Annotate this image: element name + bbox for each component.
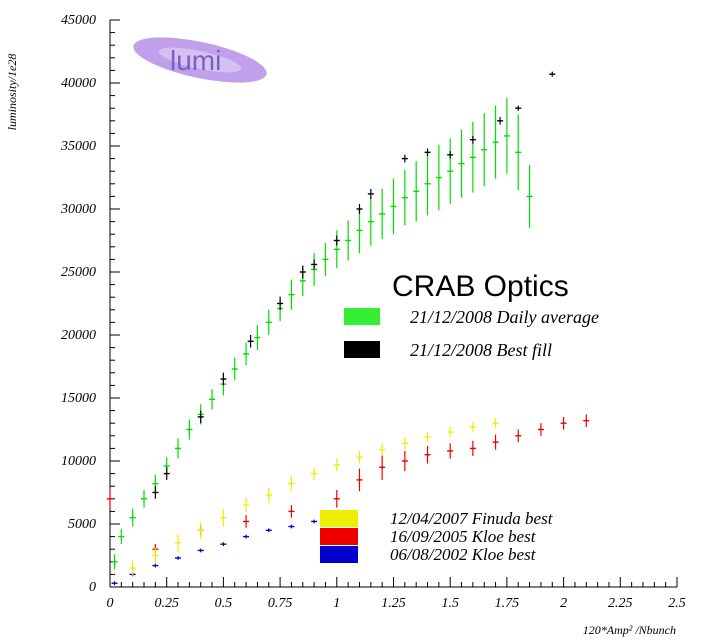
series-2 (129, 418, 499, 576)
x-tick-label: 1.25 (381, 596, 406, 611)
legend-historic: 12/04/2007 Finuda best 16/09/2005 Kloe b… (320, 509, 554, 564)
legend-label-best-fill: 21/12/2008 Best fill (410, 340, 552, 360)
y-tick-label: 40000 (61, 76, 96, 91)
y-tick-label: 10000 (61, 454, 96, 469)
y-tick-label: 20000 (61, 328, 96, 343)
series-3 (107, 414, 590, 555)
x-tick-label: 2 (560, 596, 567, 611)
y-tick-label: 15000 (61, 391, 96, 406)
x-tick-label: 1 (333, 596, 340, 611)
x-tick-label: 2.5 (668, 596, 686, 611)
x-tick-label: 0.5 (215, 596, 233, 611)
x-tick-label: 1.75 (495, 596, 520, 611)
x-tick-label: 0.25 (154, 596, 179, 611)
lumi-logo: lumi (133, 37, 267, 83)
x-tick-label: 1.5 (441, 596, 459, 611)
legend-label-kloe-2005: 16/09/2005 Kloe best (390, 527, 537, 546)
x-tick-label: 0.75 (268, 596, 293, 611)
series-0 (111, 98, 533, 570)
x-ticks: 0 0.25 0.5 0.75 1 1.25 1.5 1.75 2 2.25 2.5 (107, 577, 686, 611)
legend-swatch-kloe-2002 (320, 546, 358, 563)
x-tick-label: 2.25 (608, 596, 633, 611)
y-tick-label: 45000 (61, 13, 96, 28)
axes: 0 5000 10000 15000 20000 25000 30000 35000 40000… (60, 13, 686, 611)
series-4 (111, 519, 318, 586)
legend-label-finuda: 12/04/2007 Finuda best (390, 509, 554, 528)
legend-swatch-daily-average (344, 308, 380, 325)
x-tick-label: 0 (107, 596, 114, 611)
x-axis-label: 120*Amp² /Nbunch (583, 623, 676, 637)
legend-title: CRAB Optics (392, 270, 569, 303)
logo-text: lumi (170, 45, 221, 76)
data-marks (107, 71, 590, 586)
legend-crab: CRAB Optics 21/12/2008 Daily average 21/… (344, 270, 599, 360)
y-axis-label: luminosity/1e28 (5, 54, 19, 131)
legend-label-kloe-2002: 06/08/2002 Kloe best (390, 545, 537, 564)
legend-swatch-best-fill (344, 341, 380, 358)
series-1 (152, 71, 556, 499)
legend-swatch-kloe-2005 (320, 528, 358, 545)
legend-label-daily-average: 21/12/2008 Daily average (410, 307, 599, 327)
y-tick-label: 35000 (60, 139, 96, 154)
y-tick-label: 0 (89, 580, 96, 595)
y-ticks: 0 5000 10000 15000 20000 25000 30000 35000 40000… (60, 13, 120, 595)
y-tick-label: 25000 (61, 265, 96, 280)
legend-swatch-finuda (320, 510, 358, 527)
y-tick-label: 5000 (68, 517, 96, 532)
y-tick-label: 30000 (60, 202, 96, 217)
